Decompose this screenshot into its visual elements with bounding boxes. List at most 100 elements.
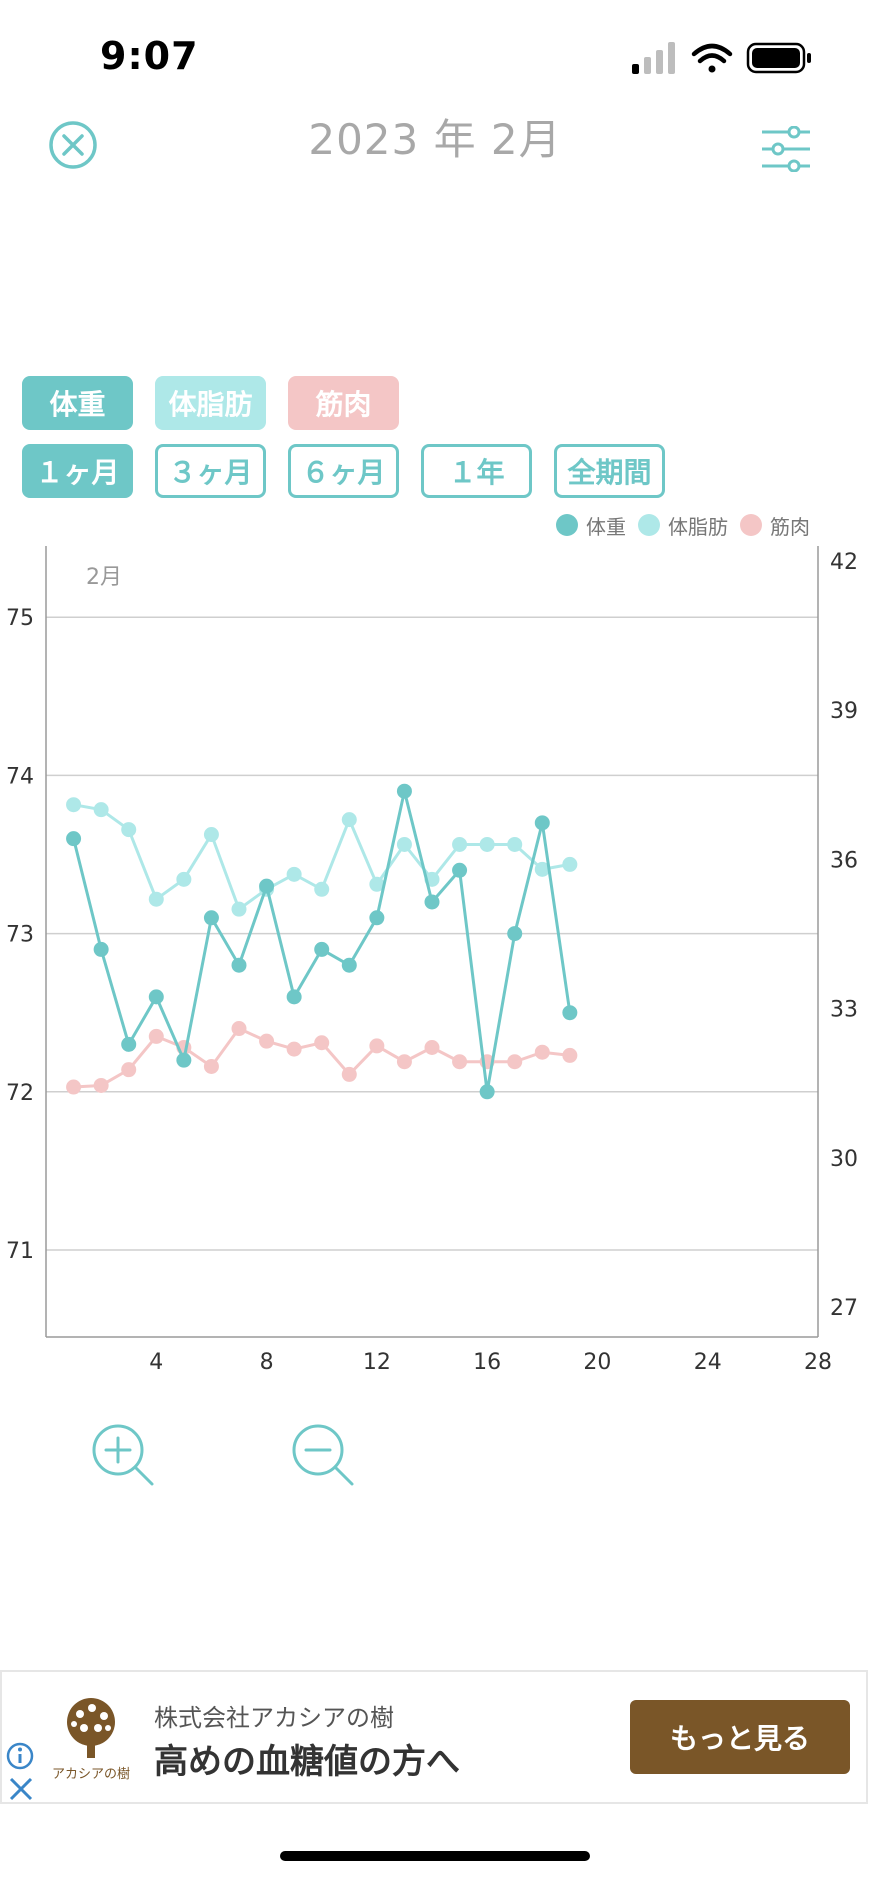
data-point-body-fat [93,802,109,818]
data-point-muscle [314,1035,330,1051]
data-point-body-fat [562,856,578,872]
ad-logo-text: アカシアの樹 [52,1767,130,1782]
y-right-tick-label: 27 [830,1296,858,1321]
body-composition-chart[interactable]: 71 72 73 74 75 27 30 33 36 39 42 4 8 12 16 20 24 28 2月 [0,540,870,1370]
data-point-muscle [286,1041,302,1057]
legend-dot-weight [556,514,578,536]
x-tick-label: 12 [363,1350,391,1370]
ad-banner[interactable]: アカシアの樹 株式会社アカシアの樹 高めの血糖値の方へ もっと見る [0,1670,868,1804]
data-point-body-fat [286,866,302,882]
filter-settings-button[interactable] [760,126,812,172]
tree-icon [67,1698,115,1758]
x-tick-label: 20 [583,1350,611,1370]
close-button[interactable] [48,120,98,170]
y-right-tick-label: 39 [830,699,858,724]
data-point-muscle [424,1039,440,1055]
tab-body-fat-label: 体脂肪 [168,388,253,421]
legend-item-body-fat: 体脂肪 [638,511,728,540]
data-point-weight [562,1005,578,1021]
tab-period-6-month[interactable]: ６ヶ月 [288,444,399,498]
page-title: 2023 年 2月 [308,115,562,164]
y-right-tick-label: 36 [830,848,858,873]
tab-period-3-month[interactable]: ３ヶ月 [155,444,266,498]
data-point-body-fat [534,861,550,877]
legend-dot-body-fat [638,514,660,536]
data-point-muscle [203,1058,219,1074]
data-point-body-fat [341,812,357,828]
tab-period-6-month-label: ６ヶ月 [301,456,386,489]
tab-weight[interactable]: 体重 [22,376,133,430]
data-point-weight [369,910,385,926]
ad-close-icon[interactable] [8,1776,34,1802]
data-point-weight [66,831,82,847]
y-left-tick-label: 73 [6,923,34,948]
data-point-body-fat [396,836,412,852]
legend-dot-muscle [740,514,762,536]
wifi-icon [691,43,733,73]
chart-legend: 体重 体脂肪 筋肉 [544,510,810,540]
data-point-weight [341,957,357,973]
data-point-muscle [93,1077,109,1093]
ad-sponsor: 株式会社アカシアの樹 [154,1704,394,1732]
data-point-body-fat [66,797,82,813]
zoom-in-icon [92,1424,154,1486]
tab-period-all[interactable]: 全期間 [554,444,665,498]
month-label: 2月 [86,565,122,590]
tab-period-1-month-label: １ヶ月 [35,456,120,489]
ad-cta-button[interactable]: もっと見る [630,1700,850,1774]
data-point-muscle [396,1054,412,1070]
tab-period-1-year[interactable]: １年 [421,444,532,498]
home-indicator [280,1851,590,1861]
data-point-muscle [507,1054,523,1070]
data-point-muscle [66,1079,82,1095]
data-point-weight [396,783,412,799]
legend-label-muscle: 筋肉 [770,514,810,539]
x-tick-label: 4 [149,1350,163,1370]
battery-icon [746,42,811,74]
data-point-body-fat [479,836,495,852]
data-point-weight [93,941,109,957]
data-point-weight [121,1036,137,1052]
data-point-weight [231,957,247,973]
tab-body-fat[interactable]: 体脂肪 [155,376,266,430]
data-point-body-fat [314,881,330,897]
data-point-weight [176,1052,192,1068]
tab-period-1-month[interactable]: １ヶ月 [22,444,133,498]
data-point-weight [314,941,330,957]
status-time: 9:07 [100,34,199,78]
data-point-muscle [562,1047,578,1063]
legend-item-muscle: 筋肉 [740,511,810,540]
data-point-muscle [259,1033,275,1049]
y-right-tick-label: 42 [830,550,858,575]
tab-muscle-label: 筋肉 [315,388,372,421]
status-icons [632,42,811,74]
data-point-body-fat [203,827,219,843]
data-point-weight [259,878,275,894]
data-point-weight [424,894,440,910]
data-point-body-fat [176,871,192,887]
data-point-body-fat [507,836,523,852]
data-point-body-fat [369,876,385,892]
legend-item-weight: 体重 [556,511,626,540]
data-point-muscle [452,1054,468,1070]
data-point-body-fat [121,822,137,838]
ad-headline[interactable]: 高めの血糖値の方へ [154,1742,460,1782]
signal-icon [632,42,675,74]
data-point-body-fat [231,901,247,917]
tab-period-3-month-label: ３ヶ月 [168,456,253,489]
tab-period-1-year-label: １年 [448,456,505,489]
tab-muscle[interactable]: 筋肉 [288,376,399,430]
data-point-weight [534,815,550,831]
y-right-tick-label: 33 [830,998,858,1023]
close-icon [49,121,97,169]
zoom-in-button[interactable] [90,1422,160,1492]
data-point-body-fat [148,891,164,907]
zoom-out-button[interactable] [290,1422,360,1492]
y-right-tick-label: 30 [830,1147,858,1172]
tab-weight-label: 体重 [49,388,106,421]
data-point-muscle [341,1066,357,1082]
x-tick-label: 28 [804,1350,832,1370]
ad-logo: アカシアの樹 [52,1698,130,1782]
data-point-weight [507,926,523,942]
ad-info-icon[interactable] [6,1742,34,1770]
